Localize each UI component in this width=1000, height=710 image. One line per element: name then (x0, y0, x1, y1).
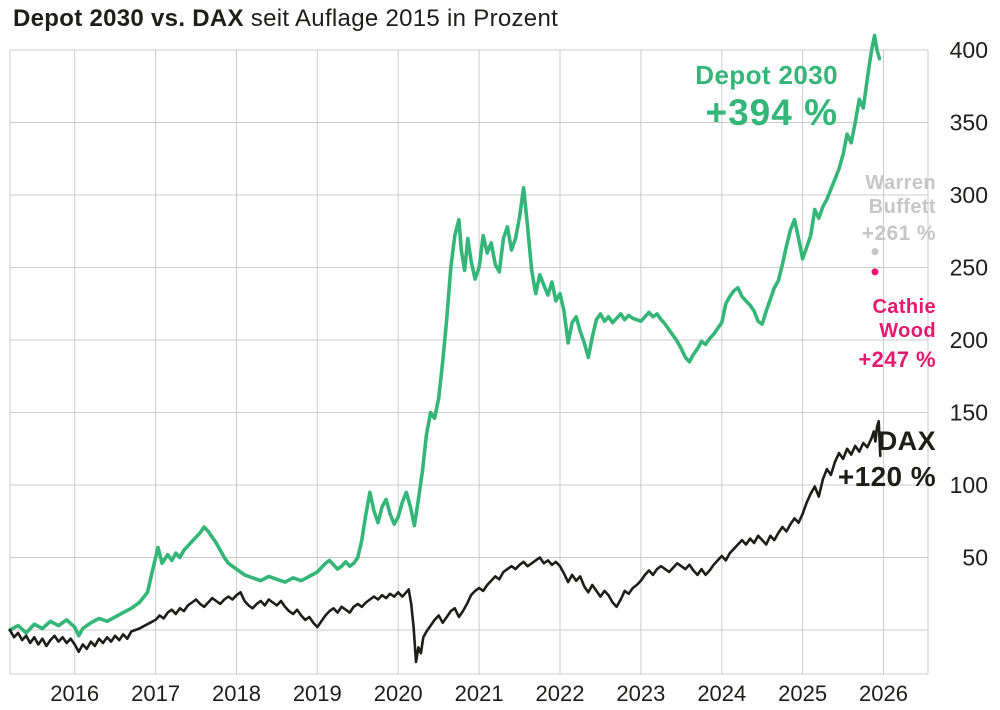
x-axis-label: 2023 (616, 681, 665, 706)
buffett-performance-value: +261 % (861, 222, 936, 246)
dax-annotation: DAX +120 % (838, 426, 936, 493)
x-axis-label: 2019 (293, 681, 342, 706)
chart-title: Depot 2030 vs. DAX seit Auflage 2015 in … (13, 5, 558, 33)
wood-annotation: Cathie Wood +247 % (858, 296, 936, 373)
buffett-annotation: Warren Buffett +261 % (862, 172, 936, 247)
x-axis-label: 2020 (374, 681, 423, 706)
chart-title-main: Depot 2030 vs. DAX (13, 5, 244, 32)
x-axis-label: 2024 (697, 681, 746, 706)
y-axis-label: 200 (950, 327, 988, 353)
x-axis-label: 2026 (859, 681, 908, 706)
x-axis-label: 2022 (536, 681, 585, 706)
buffett-marker-dot (871, 248, 879, 256)
wood-label-line2: Wood (879, 319, 936, 342)
series-line-dax (8, 419, 882, 664)
x-axis-label: 2016 (50, 681, 99, 706)
y-axis-label: 400 (950, 37, 988, 63)
y-axis-label: 150 (950, 400, 988, 426)
wood-performance-value: +247 % (858, 347, 936, 373)
y-axis-label: 50 (962, 545, 988, 571)
dax-performance-value: +120 % (837, 460, 936, 492)
depot-annotation: Depot 2030 +394 % (695, 60, 838, 134)
depot-series-label: Depot 2030 (695, 60, 838, 90)
y-axis-label: 100 (950, 472, 988, 498)
x-axis-label: 2018 (212, 681, 261, 706)
series-line-depot (8, 33, 882, 638)
depot-performance-value: +394 % (705, 91, 838, 133)
y-axis-label: 300 (950, 182, 988, 208)
x-axis-label: 2021 (455, 681, 504, 706)
wood-marker-dot (871, 268, 879, 276)
buffett-label-line2: Buffett (868, 195, 936, 218)
dax-series-label: DAX (877, 426, 936, 456)
x-axis-label: 2025 (778, 681, 827, 706)
buffett-label-line1: Warren (865, 172, 936, 194)
y-axis-label: 250 (950, 255, 988, 281)
wood-label-line1: Cathie (872, 296, 936, 318)
x-axis-label: 2017 (131, 681, 180, 706)
chart-title-sub: seit Auflage 2015 in Prozent (250, 5, 559, 32)
y-axis-label: 350 (950, 110, 988, 136)
